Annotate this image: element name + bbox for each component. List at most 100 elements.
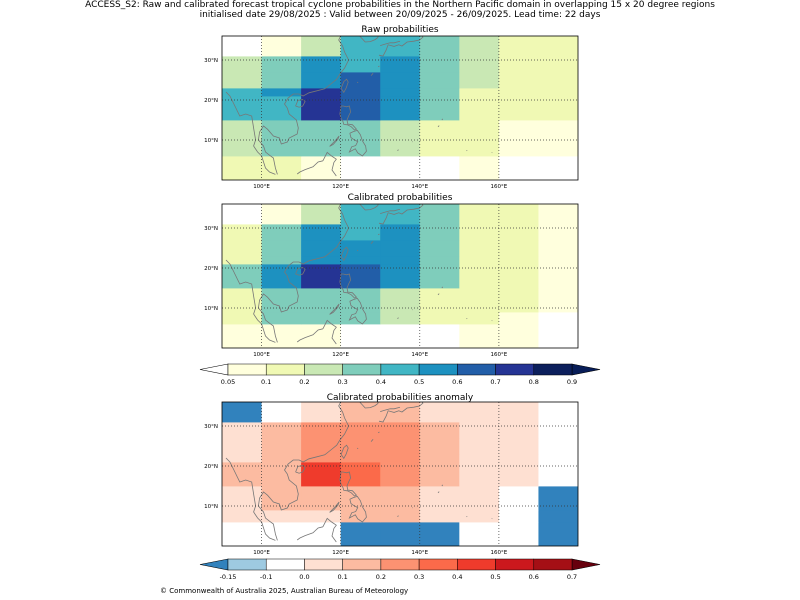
map-panel-calibrated: Calibrated probabilities 100°E 120°E 140°E 1… — [204, 193, 579, 358]
grid-cell — [538, 240, 578, 257]
probability-grid — [222, 204, 578, 348]
coastline — [295, 99, 306, 108]
figure-subtitle: initialised date 29/08/2025 : Valid betw… — [199, 10, 601, 20]
grid-cell — [380, 240, 421, 257]
coastline — [441, 484, 444, 487]
grid-cell — [340, 454, 381, 463]
grid-cell — [538, 486, 578, 511]
coastline — [370, 72, 374, 76]
grid-cell — [301, 256, 342, 265]
grid-cell — [261, 510, 302, 523]
grid-cell — [380, 454, 421, 463]
grid-cell — [459, 486, 500, 511]
colorbar-segment — [380, 558, 420, 571]
grid-cell — [459, 256, 500, 265]
grid-cell — [419, 56, 460, 73]
grid-cell — [419, 36, 460, 57]
coastline — [296, 328, 323, 343]
grid-cell — [459, 522, 500, 546]
grid-cell — [340, 402, 381, 423]
grid-cell — [222, 56, 262, 73]
colorbar-tick-label: 0.2 — [299, 378, 309, 386]
probability-grid — [222, 36, 578, 180]
grid-cell — [459, 204, 500, 225]
grid-cell — [498, 204, 539, 225]
colorbar-tick-label: 0.6 — [452, 378, 462, 386]
coastline — [322, 151, 337, 177]
grid-cell — [538, 144, 578, 157]
grid-cell — [419, 224, 460, 241]
grid-cell — [222, 324, 262, 348]
grid-cell — [222, 288, 262, 313]
grid-cell — [459, 36, 500, 57]
grid-cell — [340, 288, 381, 313]
grid-cell — [498, 324, 539, 348]
grid-cell — [459, 312, 500, 325]
coastline — [225, 457, 276, 541]
grid-cell — [340, 312, 381, 325]
grid-cell — [498, 422, 539, 439]
lon-tick-label: 160°E — [491, 184, 508, 190]
coastline — [357, 447, 359, 450]
colorbar-segment — [265, 558, 305, 571]
grid-cell — [340, 156, 381, 180]
coastlines — [225, 204, 493, 345]
grid-cell — [498, 120, 539, 145]
grid-cell — [261, 454, 302, 463]
lon-tick-label: 120°E — [332, 184, 349, 190]
coastline — [296, 160, 323, 175]
grid-cell — [301, 224, 342, 241]
figure-title: ACCESS_S2: Raw and calibrated forecast t… — [85, 0, 715, 10]
grid-cell — [301, 422, 342, 439]
lat-tick-label: 10°N — [204, 306, 218, 312]
grid-cell — [419, 402, 460, 423]
colorbar-tick-label: 0.8 — [529, 378, 539, 386]
grid-cell — [538, 224, 578, 241]
grid-cell — [419, 72, 460, 89]
grid-cell — [301, 402, 342, 423]
map-frame — [221, 203, 579, 349]
grid-cell — [380, 56, 421, 73]
colorbar-extend-low — [199, 558, 229, 571]
grid-cell — [380, 256, 421, 265]
grid-cell — [419, 312, 460, 325]
grid-cell — [498, 88, 539, 97]
grid-cell — [459, 72, 500, 89]
coastline — [257, 204, 350, 343]
grid-cell — [538, 56, 578, 73]
grid-cell — [222, 156, 262, 180]
grid-cell — [419, 240, 460, 257]
grid-cell — [222, 312, 262, 325]
grid-cell — [419, 454, 460, 463]
grid-cell — [538, 36, 578, 57]
colorbar-tick-label: 0.5 — [490, 573, 500, 581]
lon-tick-label: 100°E — [253, 550, 270, 556]
grid-cell — [380, 402, 421, 423]
coastline — [377, 431, 380, 434]
grid-cell — [380, 88, 421, 97]
grid-cell — [261, 56, 302, 73]
coastline — [339, 105, 358, 131]
grid-cell — [222, 510, 262, 523]
lat-tick-label: 20°N — [204, 266, 218, 272]
grid-cell — [419, 204, 460, 225]
grid-cell — [419, 120, 460, 145]
colorbar-segment — [533, 558, 573, 571]
grid-cell — [538, 288, 578, 313]
grid-cell — [261, 72, 302, 89]
grid-cell — [261, 288, 302, 313]
coastline — [340, 246, 349, 262]
grid-cell — [498, 312, 539, 325]
grid-cell — [340, 486, 381, 511]
grid-cell — [459, 224, 500, 241]
coastline — [437, 293, 440, 296]
grid-cell — [340, 204, 381, 225]
grid-cell — [538, 510, 578, 523]
grid-cell — [459, 454, 500, 463]
grid-cell — [498, 156, 539, 180]
grid-cell — [301, 312, 342, 325]
grid-cell — [222, 144, 262, 157]
grid-cell — [498, 522, 539, 546]
lon-tick-label: 160°E — [491, 352, 508, 358]
grid-cell — [301, 324, 342, 348]
